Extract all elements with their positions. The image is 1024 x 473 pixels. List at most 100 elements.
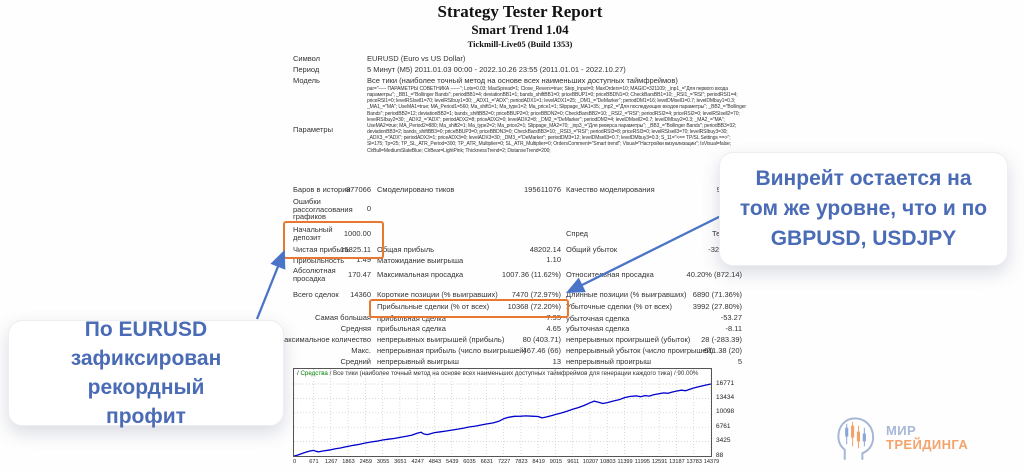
stat-value: 48202.14 xyxy=(529,244,561,254)
stat-value: Средняя xyxy=(340,324,371,334)
stat-row: Всего сделок 14360 Короткие позиции (% выи… xyxy=(293,291,747,299)
equity-curve xyxy=(294,383,711,456)
logo-text: МИР ТРЕЙДИНГА xyxy=(886,424,968,452)
stat-label: убыточная сделка xyxy=(566,313,630,323)
stat-label: непрерывных проигрышей (убыток) xyxy=(566,335,691,345)
stat-value: 0 xyxy=(366,204,371,214)
stat-label: убыточная сделка xyxy=(566,324,630,334)
info-value: EURUSD (Euro vs US Dollar) xyxy=(367,54,466,63)
stat-value: 7.95 xyxy=(546,313,561,323)
stat-value: -8.11 xyxy=(725,324,742,334)
chart-series-label: Средства xyxy=(300,369,328,377)
stat-label: Убыточные сделки (% от всех) xyxy=(566,301,672,311)
info-label: Символ xyxy=(293,54,321,63)
stat-label: Ошибки рассогласования графиков xyxy=(293,196,353,222)
stat-value: -611.38 (20) xyxy=(701,345,742,355)
x-axis-label: 1863 xyxy=(342,459,355,465)
stat-label: Прибыльность xyxy=(293,255,345,265)
stat-label: Матожидание выигрыша xyxy=(377,255,464,265)
arrow-to-net-profit xyxy=(255,249,286,320)
stat-value: -53.27 xyxy=(720,313,742,323)
y-axis-label: 16771 xyxy=(716,379,735,387)
info-row: Период 5 Минут (M5) 2011.01.03 00:00 - 20… xyxy=(293,64,747,75)
stat-row: Ошибки рассогласования графиков 0 xyxy=(293,196,747,222)
stat-value: 4.65 xyxy=(546,324,561,334)
x-axis-label: 11995 xyxy=(634,459,650,465)
logo-text-trading: ТРЕЙДИНГА xyxy=(886,436,969,452)
stat-value: 3992 (27.80%) xyxy=(692,301,742,311)
logo-head-icon xyxy=(837,417,875,461)
stat-value: 28 (-283.39) xyxy=(701,335,742,345)
x-axis-label: 13783 xyxy=(686,459,702,465)
stat-value: 5 xyxy=(737,356,742,366)
candlestick-bars xyxy=(845,421,866,449)
y-axis-label: 6761 xyxy=(716,422,731,430)
stat-value: 1007.36 (11.62%) xyxy=(501,270,561,280)
stat-value: 80 (403.71) xyxy=(522,335,561,345)
stat-label: Относительная просадка xyxy=(566,270,654,280)
x-axis-label: 12591 xyxy=(651,459,668,465)
x-axis-label: 4247 xyxy=(411,459,424,465)
stat-row: Самая большая прибыльная сделка 7.95 убыточ… xyxy=(293,313,747,323)
stat-label: Длинные позиции (% выигравших) xyxy=(566,289,687,299)
stat-value: 15825.11 xyxy=(340,244,371,254)
x-axis-label: 3055 xyxy=(376,459,390,465)
logo: МИР ТРЕЙДИНГА xyxy=(833,414,968,461)
x-axis-label: 3651 xyxy=(394,459,407,465)
stat-label: Общий убыток xyxy=(566,244,618,254)
chart-title-rest: / Все тики (наиболее точный метод на осн… xyxy=(327,369,699,377)
stat-row: Абсолютная просадка 170.47 Максимальная пр… xyxy=(293,267,747,283)
stat-label: непрерывных выигрышей (прибыль) xyxy=(377,335,505,345)
y-axis-label: 10098 xyxy=(716,408,735,416)
info-row: Параметры par="----- ПАРАМЕТРЫ СОВЕТНИКА … xyxy=(293,86,747,172)
stat-label: Абсолютная просадка xyxy=(293,266,336,284)
x-axis-label: 4843 xyxy=(428,459,442,465)
x-axis-label: 0 xyxy=(292,459,297,465)
stat-label: непрерывная прибыль (число выигрышей) xyxy=(377,345,526,355)
stat-value: Максимальное количество xyxy=(277,335,371,345)
stat-row: Средняя прибыльная сделка 4.65 убыточная сд… xyxy=(293,325,747,333)
stat-label: Качество моделирования xyxy=(566,185,655,194)
stat-value: Средний xyxy=(340,356,372,366)
x-axis-label: 7227 xyxy=(497,459,511,465)
stat-value: 467.46 (66) xyxy=(522,345,561,355)
info-value: Все тики (наиболее точный метод на основ… xyxy=(367,76,678,85)
stat-value: 7470 (72.97%) xyxy=(511,289,561,299)
stat-label: непрерывный проигрыш xyxy=(566,356,651,366)
equity-chart-canvas xyxy=(294,369,711,456)
stat-label: Смоделировано тиков xyxy=(377,185,455,194)
info-row: Символ EURUSD (Euro vs US Dollar) xyxy=(293,53,747,64)
info-label: Период xyxy=(293,65,320,74)
x-axis-label: 671 xyxy=(309,459,319,465)
report-info-table: Символ EURUSD (Euro vs US Dollar) Период 5 … xyxy=(293,53,747,172)
y-axis-label: 3425 xyxy=(716,437,731,445)
x-axis-label: 8419 xyxy=(532,459,545,465)
y-axis-label: 88 xyxy=(716,452,724,459)
x-axis-label: 14379 xyxy=(703,459,720,465)
callout-winrate: Винрейт остается на том же уровне, что и… xyxy=(719,152,1008,266)
x-axis-label: 10803 xyxy=(600,459,616,465)
stat-label: Общая прибыль xyxy=(377,244,435,254)
info-value: par="----- ПАРАМЕТРЫ СОВЕТНИКА ------"; … xyxy=(367,86,746,154)
stat-label: непрерывный убыток (число проигрышей) xyxy=(566,345,714,355)
info-value: 5 Минут (M5) 2011.01.03 00:00 - 2022.10.… xyxy=(367,65,626,74)
stat-label: Спред xyxy=(566,229,589,239)
stat-row: Прибыльность 1.49 Матожидание выигрыша 1.10 xyxy=(293,255,747,265)
chart-title-prefix: / xyxy=(297,369,301,377)
x-axis-label: 10207 xyxy=(582,459,599,465)
info-label: Параметры xyxy=(293,124,333,134)
strategy-name: Smart Trend 1.04 xyxy=(471,22,569,37)
stat-value: 1.10 xyxy=(546,255,561,265)
x-axis-label: 13187 xyxy=(669,459,685,465)
x-axis-label: 9611 xyxy=(567,459,580,465)
server-build: Tickmill-Live05 (Build 1353) xyxy=(467,39,573,49)
stat-value: 40.20% (872.14) xyxy=(686,270,742,280)
stat-row: Средний непрерывный выигрыш 13 непрерывный … xyxy=(293,356,747,366)
info-row: Модель Все тики (наиболее точный метод на… xyxy=(293,75,747,86)
stat-value: 1000.00 xyxy=(343,229,371,239)
report-page: Strategy Tester Report Smart Trend 1.04 … xyxy=(278,0,747,365)
x-axis-label: 9015 xyxy=(549,459,563,465)
equity-chart xyxy=(293,368,712,457)
